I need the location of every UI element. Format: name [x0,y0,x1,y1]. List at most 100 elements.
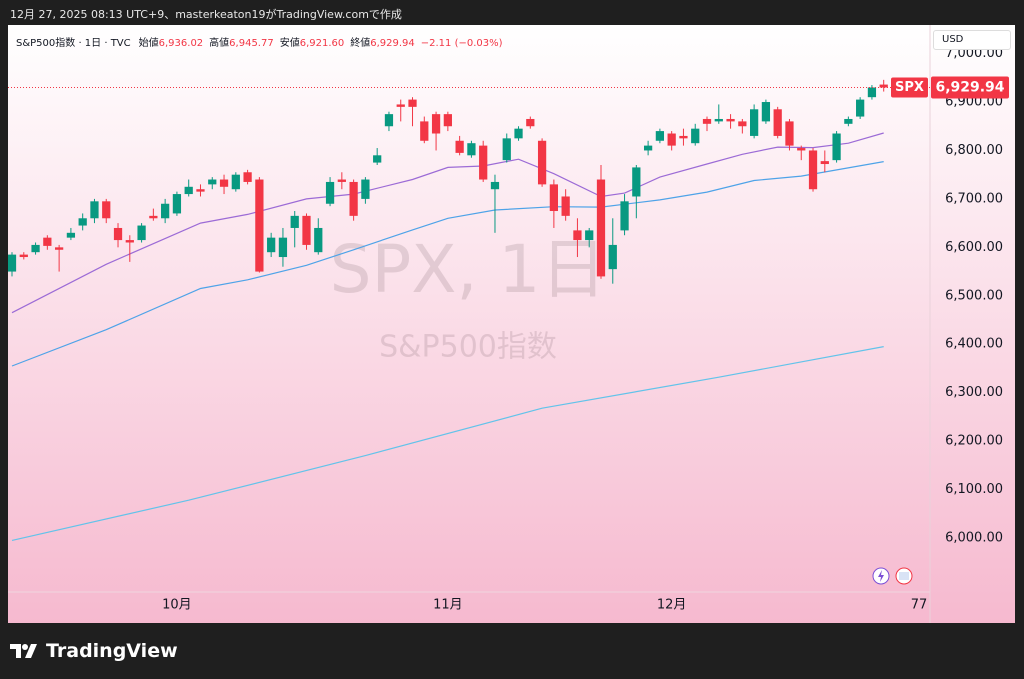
candle-body [714,118,723,122]
y-tick-label: 6,600.00 [945,240,1003,255]
candle-body [19,254,28,258]
series-layer: 6,000.00 6,100.00 6,200.00 6,300.00 6,400.00… [8,46,1009,613]
candle-body [797,148,806,151]
candle-body [808,150,818,190]
candle-body [549,184,558,212]
candle-body [443,114,452,127]
candle-body [761,102,771,122]
currency-button[interactable]: USD [933,30,1011,50]
candle-body [726,118,735,122]
candle-body [161,203,170,219]
candle-body [113,227,123,241]
candle-body [43,237,52,246]
candle-body [172,194,182,214]
candle-body [90,201,99,219]
candle-body [785,121,794,146]
ohlc-label: 高値 [209,38,230,49]
caption: 12月 27, 2025 08:13 UTC+9、masterkeaton19が… [10,8,402,21]
candle-body [361,179,370,199]
y-tick-label: 6,000.00 [945,530,1003,545]
candle-body [208,179,217,185]
brand-logo [10,644,37,658]
candle-body [596,179,606,277]
y-tick-label: 6,700.00 [945,191,1003,206]
candle-body [573,230,582,241]
watermark-subtitle: S&P500指数 [379,330,557,365]
y-tick-label: 6,800.00 [945,143,1003,158]
candle-body [820,161,829,165]
candle-body [455,140,464,153]
candle-body [632,167,641,197]
candle-body [102,201,111,219]
candle-body [349,181,358,216]
ohlc-label: 終値 [350,38,371,49]
x-tick-label: 10月 [162,598,192,613]
candle-body [66,232,76,238]
candle-body [325,181,335,204]
candle-body [585,230,594,241]
legend: S&P500指数 · 1日 · TVC 始値6,936.02 高値6,945.77 安… [16,34,509,49]
candle-body [396,104,405,107]
ohlc-label: 始値 [138,38,159,49]
price-badge: 6,929.94 [935,80,1004,96]
candle-body [844,118,853,124]
symbol-badge-bg [891,77,928,98]
candle-body [832,133,841,161]
footer: TradingView [10,639,178,663]
candle-body [384,114,394,127]
legend-title: S&P500指数 · 1日 · TVC [16,38,131,49]
y-tick-label: 6,300.00 [945,385,1003,400]
candle-body [78,218,87,226]
y-tick-label: 6,500.00 [945,288,1003,303]
candle-body [278,237,288,258]
moving-average [11,161,884,367]
candle-body [537,140,547,185]
x-tick-label: 12月 [657,598,687,613]
y-tick-label: 6,400.00 [945,337,1003,352]
y-tick-label: 6,100.00 [945,482,1003,497]
brand-name: TradingView [46,640,178,662]
y-tick-label: 6,200.00 [945,434,1003,449]
candle-body [231,174,240,190]
candle-body [867,87,877,98]
watermark: SPX, 1日 [330,231,607,308]
candle-body [561,196,570,216]
chart: SPX, 1日 S&P500指数 6,000.00 6,100.00 6,200.0… [8,25,1015,623]
candle-body [490,181,500,190]
candle-body [31,244,40,253]
candle-body [8,254,17,272]
ohlc-label: 安値 [279,38,300,49]
candle-body [691,128,700,144]
candle-body [679,135,688,139]
candle-body [620,201,629,231]
candle-body [879,84,888,88]
x-tick-label: 11月 [433,598,463,613]
candle-body [702,118,712,124]
candle-body [137,225,146,241]
moving-average [11,346,884,541]
candle-body [219,179,229,187]
candle-body [750,109,759,136]
candle-body [467,143,476,156]
candle-body [420,121,429,141]
candle-body [314,227,323,253]
candle-body [290,215,299,228]
candle-body [667,133,676,146]
candle-body [149,215,158,219]
ohlc-value: 6,929.94 [370,38,415,49]
plot-background [8,25,1015,623]
candle-body [502,138,511,161]
candle-body [479,145,488,180]
candle-body [526,118,535,127]
candle-body [196,189,205,192]
x-tick-label: 77 [911,598,928,613]
ohlc-value: 6,921.60 [299,38,345,49]
candle-body [655,131,665,141]
candle-body [514,128,523,139]
ohlc-value: 6,936.02 [158,38,204,49]
candle-body [373,155,382,163]
candle-body [125,240,134,243]
candle-body [608,244,617,270]
symbol-badge: SPX [895,80,924,95]
candle-body [337,179,346,182]
